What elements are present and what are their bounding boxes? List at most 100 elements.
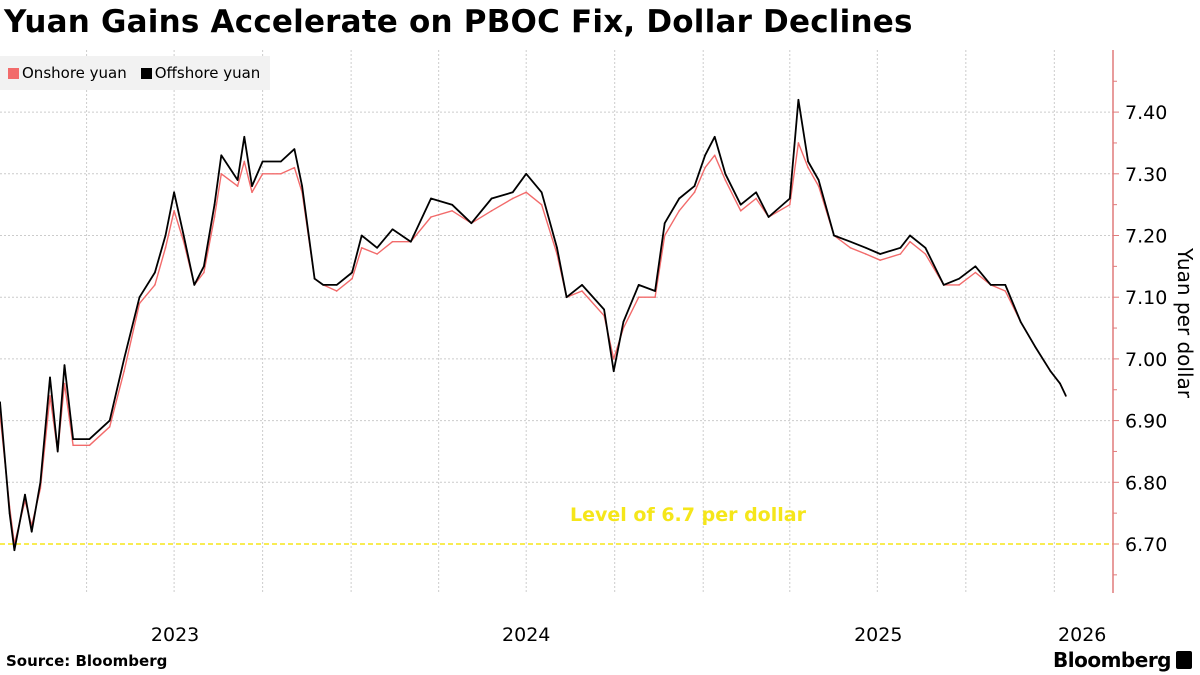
data-point-offshore <box>0 401 1 403</box>
data-point-onshore <box>713 154 716 157</box>
data-point-offshore <box>1004 284 1007 286</box>
data-point-offshore <box>164 234 167 237</box>
series-lines <box>0 98 1067 552</box>
data-point-offshore <box>30 530 33 533</box>
data-point-offshore <box>138 296 141 299</box>
data-point-offshore <box>1049 370 1052 373</box>
data-point-onshore <box>581 290 583 292</box>
data-point-offshore <box>335 284 338 286</box>
data-point-offshore <box>1019 321 1022 323</box>
data-point-offshore <box>203 265 205 268</box>
data-point-offshore <box>807 160 809 163</box>
data-point-offshore <box>909 234 911 237</box>
data-point-onshore <box>154 284 156 286</box>
grid-lines <box>0 50 1113 593</box>
data-point-offshore <box>391 228 394 231</box>
data-point-offshore <box>243 135 246 138</box>
y-tick-label: 7.20 <box>1125 226 1167 248</box>
data-point-onshore <box>138 302 141 305</box>
data-point-offshore <box>182 234 185 237</box>
logo-text: Bloomberg <box>1053 648 1171 672</box>
data-point-offshore <box>39 481 42 484</box>
data-point-onshore <box>739 210 742 212</box>
data-point-onshore <box>108 425 111 428</box>
data-point-onshore <box>958 284 960 286</box>
data-point-offshore <box>470 222 473 224</box>
data-point-onshore <box>724 179 727 181</box>
x-tick-label: 2024 <box>502 624 550 646</box>
data-point-onshore <box>49 395 51 397</box>
data-point-offshore <box>1059 382 1061 385</box>
data-point-offshore <box>540 191 543 194</box>
data-point-onshore <box>243 160 246 163</box>
data-point-offshore <box>123 358 125 360</box>
series-line-offshore <box>0 98 1067 552</box>
data-point-onshore <box>807 166 809 169</box>
reference-line-label: Level of 6.7 per dollar <box>570 504 807 526</box>
data-point-offshore <box>678 197 680 200</box>
data-point-offshore <box>817 179 820 181</box>
legend-label-offshore: Offshore yuan <box>154 64 261 82</box>
data-point-onshore <box>63 382 66 385</box>
data-point-offshore <box>622 321 625 323</box>
data-point-offshore <box>797 98 800 101</box>
data-point-onshore <box>612 358 615 360</box>
data-point-offshore <box>942 284 945 286</box>
data-point-offshore <box>236 179 239 181</box>
bloomberg-logo: Bloomberg <box>1053 648 1192 672</box>
data-point-onshore <box>678 210 680 212</box>
data-point-offshore <box>974 265 977 268</box>
data-point-onshore <box>173 210 175 212</box>
data-point-offshore <box>612 370 615 373</box>
data-point-offshore <box>261 160 264 163</box>
y-tick-label: 6.80 <box>1125 472 1167 494</box>
data-point-offshore <box>958 277 960 280</box>
data-point-offshore <box>293 148 296 150</box>
y-tick-label: 7.30 <box>1125 164 1167 186</box>
data-point-onshore <box>213 216 216 218</box>
legend-label-onshore: Onshore yuan <box>22 64 127 82</box>
data-point-offshore <box>693 185 696 187</box>
data-point-offshore <box>56 450 59 453</box>
data-point-offshore <box>301 185 303 187</box>
data-point-offshore <box>1065 395 1067 397</box>
data-point-offshore <box>88 438 91 440</box>
data-point-onshore <box>1004 290 1007 292</box>
data-point-onshore <box>261 173 264 175</box>
data-point-offshore <box>704 154 706 157</box>
data-point-offshore <box>637 284 640 286</box>
data-point-offshore <box>13 549 16 551</box>
data-point-onshore <box>351 277 353 280</box>
data-point-offshore <box>990 284 992 286</box>
data-point-onshore <box>391 240 394 243</box>
data-point-offshore <box>376 247 378 249</box>
data-point-offshore <box>72 438 74 440</box>
data-point-offshore <box>755 191 757 194</box>
data-point-onshore <box>909 240 911 243</box>
data-point-offshore <box>49 376 51 379</box>
data-point-offshore <box>360 234 363 237</box>
data-point-offshore <box>767 216 770 218</box>
x-axis: 2023 2024 2025 2026 <box>151 624 1106 646</box>
data-point-onshore <box>511 197 514 200</box>
data-point-offshore <box>24 493 26 496</box>
data-point-onshore <box>164 247 167 249</box>
data-point-onshore <box>849 247 852 249</box>
source-note: Source: Bloomberg <box>6 652 168 670</box>
legend-item-offshore: Offshore yuan <box>140 64 261 82</box>
y-tick-label: 6.70 <box>1125 534 1167 556</box>
data-point-onshore <box>203 271 205 274</box>
data-point-onshore <box>974 271 977 274</box>
y-axis: 6.70 6.80 6.90 7.00 7.10 7.20 7.30 7.40 <box>1112 50 1167 593</box>
y-tick-label: 7.40 <box>1125 102 1167 124</box>
data-point-onshore <box>704 166 706 169</box>
data-point-offshore <box>1034 345 1036 348</box>
legend-swatch-offshore <box>140 67 152 79</box>
data-point-onshore <box>797 142 800 144</box>
legend: Onshore yuan Offshore yuan <box>0 56 271 90</box>
data-point-offshore <box>849 240 852 243</box>
data-point-offshore <box>864 247 867 249</box>
data-point-offshore <box>556 247 558 249</box>
y-tick-label: 6.90 <box>1125 411 1167 433</box>
data-point-offshore <box>351 271 353 274</box>
